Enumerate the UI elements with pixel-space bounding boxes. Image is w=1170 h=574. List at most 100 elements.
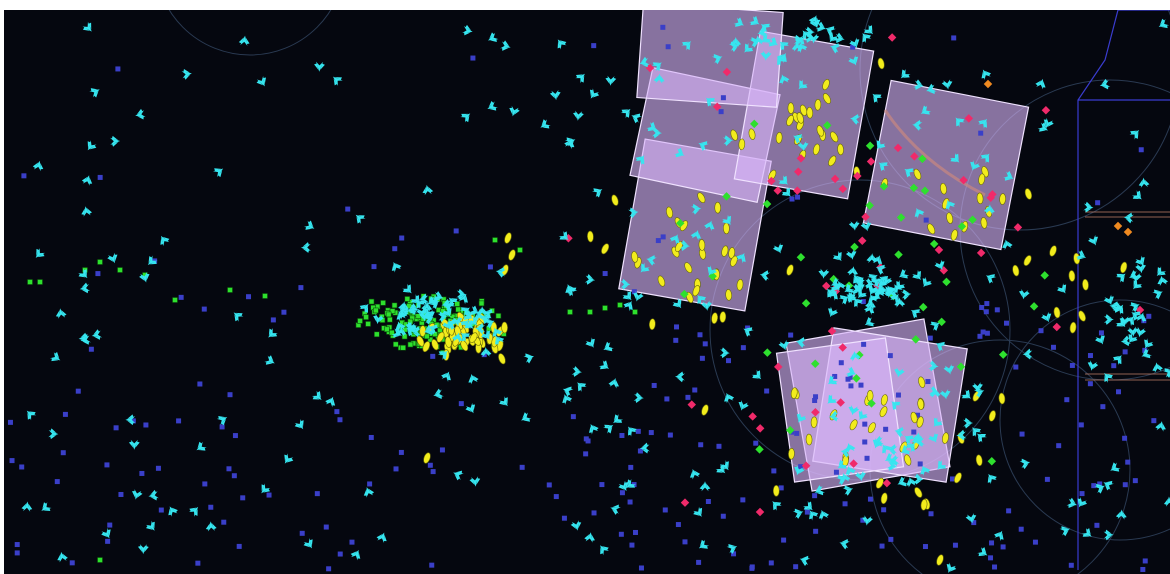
blue-square-marker-icon	[660, 24, 666, 30]
blue-square-marker-icon	[281, 309, 287, 315]
yellow-capsule-icon	[910, 411, 918, 424]
green-diamond-icon	[763, 348, 772, 357]
blue-square-marker-icon	[1044, 476, 1050, 482]
yellow-capsule-icon	[738, 138, 746, 151]
blue-square-marker-icon	[984, 330, 990, 336]
blue-square-marker-icon	[781, 537, 787, 543]
green-square-icon	[374, 331, 380, 338]
blue-square-marker-icon	[977, 333, 983, 339]
yellow-capsule-icon	[684, 262, 693, 273]
yellow-capsule-icon	[1120, 261, 1128, 274]
green-diamond-icon	[1029, 302, 1039, 311]
blue-square-marker-icon	[984, 301, 990, 307]
green-diamond-icon	[911, 335, 921, 344]
blue-square-marker-icon	[1079, 491, 1085, 497]
blue-square-marker-icon	[178, 294, 184, 300]
blue-square-marker-icon	[1094, 522, 1100, 528]
blue-square-marker-icon	[698, 442, 704, 448]
green-square-icon	[632, 309, 638, 315]
blue-square-marker-icon	[838, 360, 844, 366]
green-square-icon	[587, 309, 593, 315]
yellow-capsule-icon	[1049, 245, 1057, 257]
yellow-capsule-icon	[998, 392, 1006, 405]
yellow-capsule-icon	[942, 432, 949, 444]
yellow-capsule-icon	[698, 239, 706, 251]
blue-square-marker-icon	[1095, 200, 1101, 206]
yellow-capsule-icon	[940, 182, 947, 195]
yellow-capsule-icon	[828, 155, 837, 167]
green-diamond-icon	[987, 456, 997, 466]
selection-box	[862, 79, 1030, 251]
blue-square-marker-icon	[917, 461, 923, 467]
magenta-diamond-icon	[801, 461, 811, 471]
green-diamond-icon	[942, 277, 951, 287]
blue-square-marker-icon	[915, 412, 921, 418]
yellow-capsule-icon	[601, 243, 610, 255]
green-square-icon	[97, 259, 103, 265]
blue-square-marker-icon	[648, 430, 654, 436]
blue-square-marker-icon	[618, 531, 624, 537]
blue-square-marker-icon	[583, 451, 589, 457]
yellow-capsule-icon	[504, 232, 512, 244]
blue-square-marker-icon	[1132, 478, 1138, 484]
yellow-capsule-icon	[692, 285, 701, 297]
green-square-icon	[172, 297, 178, 303]
blue-square-marker-icon	[978, 130, 984, 136]
green-diamond-icon	[867, 399, 876, 408]
blue-square-marker-icon	[635, 428, 641, 434]
magenta-diamond-icon	[1052, 322, 1062, 332]
blue-square-marker-icon	[393, 466, 399, 472]
blue-square-marker-icon	[860, 517, 866, 523]
blue-square-marker-icon	[858, 382, 864, 388]
yellow-capsule-icon	[721, 245, 729, 257]
blue-square-marker-icon	[842, 501, 848, 507]
green-square-icon	[373, 307, 379, 314]
blue-square-marker-icon	[804, 509, 810, 515]
green-diamond-icon	[956, 362, 966, 371]
blue-square-marker-icon	[349, 539, 355, 545]
green-diamond-icon	[998, 350, 1008, 359]
blue-square-marker-icon	[883, 426, 889, 432]
yellow-capsule-icon	[436, 331, 445, 343]
blue-square-marker-icon	[298, 285, 304, 291]
blue-square-marker-icon	[696, 559, 702, 565]
green-square-icon	[517, 247, 523, 253]
blue-square-marker-icon	[867, 496, 873, 502]
blue-square-marker-icon	[1069, 362, 1075, 368]
blue-square-marker-icon	[994, 307, 1000, 313]
blue-square-marker-icon	[862, 421, 868, 427]
blue-square-marker-icon	[988, 555, 994, 561]
yellow-capsule-icon	[498, 353, 506, 365]
yellow-capsule-icon	[796, 112, 804, 124]
top-frame	[0, 0, 1170, 10]
blue-square-marker-icon	[270, 317, 276, 323]
blue-square-marker-icon	[771, 468, 777, 474]
yellow-capsule-icon	[880, 394, 888, 406]
green-square-icon	[117, 267, 123, 273]
green-square-icon	[392, 341, 399, 348]
blue-square-marker-icon	[201, 306, 207, 312]
green-square-icon	[387, 316, 393, 323]
green-square-icon	[363, 314, 369, 320]
yellow-capsule-icon	[810, 416, 818, 429]
blue-square-marker-icon	[848, 383, 854, 389]
yellow-capsule-icon	[431, 339, 439, 351]
blue-square-marker-icon	[860, 299, 866, 305]
blue-square-marker-icon	[583, 436, 589, 442]
blue-square-marker-icon	[105, 538, 111, 544]
yellow-capsule-icon	[822, 79, 830, 91]
green-square-icon	[400, 344, 406, 351]
magenta-diamond-icon	[755, 424, 765, 433]
blue-square-marker-icon	[887, 353, 893, 359]
blue-square-marker-icon	[667, 432, 673, 438]
blue-square-marker-icon	[699, 355, 705, 361]
blue-square-marker-icon	[202, 481, 208, 487]
yellow-capsule-icon	[880, 492, 888, 505]
blue-square-marker-icon	[7, 419, 13, 425]
yellow-capsule-icon	[701, 404, 709, 416]
blue-square-marker-icon	[720, 513, 726, 519]
blue-square-marker-icon	[923, 217, 929, 223]
green-square-icon	[391, 302, 398, 309]
